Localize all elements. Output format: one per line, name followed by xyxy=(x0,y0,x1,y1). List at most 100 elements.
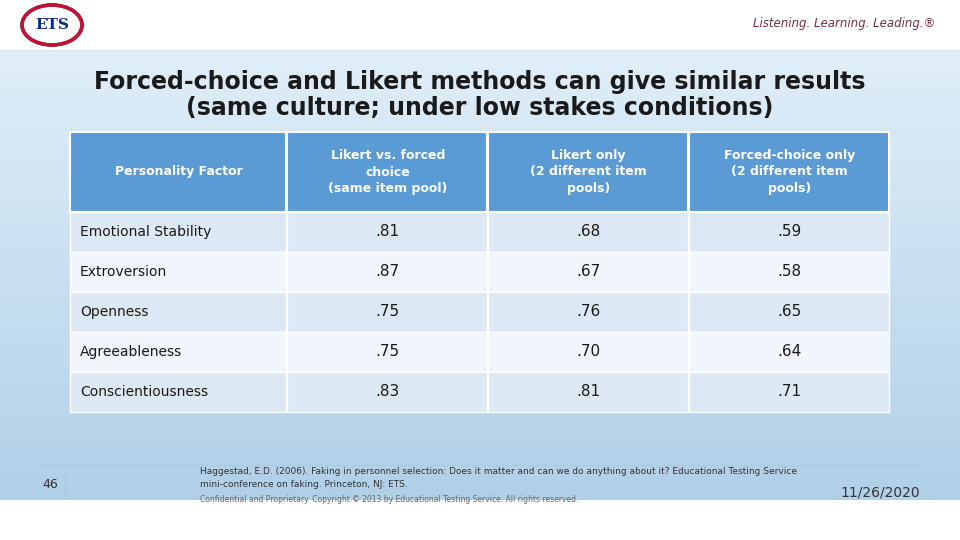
Bar xyxy=(70,332,286,372)
Bar xyxy=(0,298,960,302)
Bar xyxy=(0,248,960,253)
Bar xyxy=(0,72,960,77)
Text: (same culture; under low stakes conditions): (same culture; under low stakes conditio… xyxy=(186,96,774,120)
Bar xyxy=(0,271,960,275)
Bar xyxy=(0,320,960,325)
Text: Openness: Openness xyxy=(80,305,149,319)
Bar xyxy=(0,153,960,158)
Bar xyxy=(0,406,960,410)
Bar xyxy=(0,198,960,203)
Bar xyxy=(0,325,960,329)
Bar xyxy=(0,374,960,379)
Bar xyxy=(287,332,488,372)
Bar xyxy=(689,132,889,212)
Bar xyxy=(0,0,960,50)
Bar xyxy=(0,311,960,315)
Bar xyxy=(0,239,960,244)
Bar xyxy=(0,342,960,347)
Bar xyxy=(0,396,960,401)
Text: ETS: ETS xyxy=(36,18,69,32)
Text: .70: .70 xyxy=(577,345,601,360)
Text: Forced-choice only
(2 different item
pools): Forced-choice only (2 different item poo… xyxy=(724,149,855,195)
Bar xyxy=(70,292,286,332)
Text: Personality Factor: Personality Factor xyxy=(115,165,243,179)
Bar xyxy=(0,63,960,68)
Bar xyxy=(489,252,688,292)
Bar xyxy=(0,275,960,280)
Bar xyxy=(287,212,488,252)
Bar xyxy=(0,446,960,450)
Bar xyxy=(0,131,960,136)
Bar xyxy=(489,132,688,212)
Text: Listening. Learning. Leading.®: Listening. Learning. Leading.® xyxy=(753,17,935,30)
Bar xyxy=(689,212,889,252)
Text: .81: .81 xyxy=(375,225,399,240)
Bar xyxy=(0,0,960,50)
Bar xyxy=(0,244,960,248)
Bar xyxy=(0,176,960,180)
Bar xyxy=(0,158,960,163)
Bar xyxy=(70,212,286,252)
Bar xyxy=(287,132,488,212)
Text: .87: .87 xyxy=(375,265,399,280)
Text: .83: .83 xyxy=(375,384,400,400)
Bar xyxy=(0,423,960,428)
Bar xyxy=(0,50,960,55)
Text: Extroversion: Extroversion xyxy=(80,265,167,279)
Bar xyxy=(0,487,960,491)
Text: Conscientiousness: Conscientiousness xyxy=(80,385,208,399)
Bar xyxy=(0,383,960,388)
Bar xyxy=(0,207,960,212)
Text: 46: 46 xyxy=(42,478,58,491)
Bar xyxy=(0,347,960,352)
Bar xyxy=(0,360,960,365)
Text: Confidential and Proprietary. Copyright © 2013 by Educational Testing Service. A: Confidential and Proprietary. Copyright … xyxy=(200,496,578,504)
Bar xyxy=(0,410,960,415)
Bar xyxy=(689,252,889,292)
Bar xyxy=(0,460,960,464)
Bar xyxy=(0,230,960,234)
Bar xyxy=(0,77,960,82)
Bar xyxy=(0,482,960,487)
Text: 11/26/2020: 11/26/2020 xyxy=(840,486,920,500)
Bar xyxy=(0,284,960,288)
Bar xyxy=(0,414,960,419)
Bar xyxy=(0,419,960,423)
Bar xyxy=(489,332,688,372)
Bar xyxy=(0,433,960,437)
Text: Forced-choice and Likert methods can give similar results: Forced-choice and Likert methods can giv… xyxy=(94,70,866,94)
Bar xyxy=(0,104,960,109)
Bar xyxy=(0,252,960,257)
Text: .75: .75 xyxy=(375,305,399,320)
Bar xyxy=(0,203,960,207)
Bar xyxy=(0,401,960,406)
Bar xyxy=(0,369,960,374)
Bar xyxy=(0,477,960,482)
Bar xyxy=(0,473,960,477)
Bar xyxy=(0,352,960,356)
Bar xyxy=(0,149,960,153)
Text: Emotional Stability: Emotional Stability xyxy=(80,225,211,239)
Bar xyxy=(0,68,960,72)
Bar xyxy=(0,171,960,176)
Bar xyxy=(489,292,688,332)
Text: .71: .71 xyxy=(778,384,802,400)
Bar xyxy=(0,495,960,500)
Bar xyxy=(0,180,960,185)
Bar xyxy=(287,372,488,412)
Bar xyxy=(0,86,960,91)
Bar xyxy=(0,356,960,361)
Bar xyxy=(0,315,960,320)
Text: .59: .59 xyxy=(778,225,802,240)
Text: .68: .68 xyxy=(577,225,601,240)
Bar xyxy=(0,55,960,59)
Bar xyxy=(0,117,960,122)
Bar xyxy=(0,288,960,293)
Bar xyxy=(0,464,960,469)
Bar xyxy=(0,167,960,172)
Bar xyxy=(0,365,960,369)
Bar xyxy=(0,392,960,396)
Bar xyxy=(0,266,960,271)
Bar xyxy=(0,126,960,131)
Bar xyxy=(287,292,488,332)
